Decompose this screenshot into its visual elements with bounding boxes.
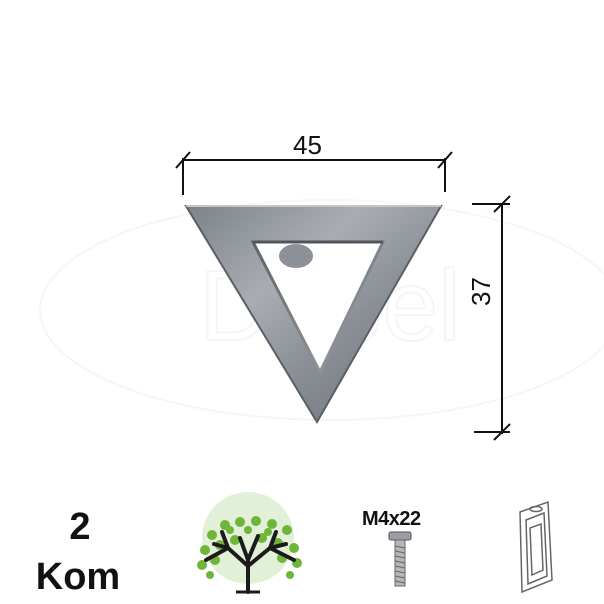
height-dimension (472, 195, 511, 441)
quantity-number: 2 (69, 506, 91, 548)
width-dimension (175, 151, 453, 195)
screw-icon (388, 531, 412, 587)
blister-package-icon (519, 500, 553, 594)
triangle-handle (184, 205, 443, 424)
tree-icon (197, 492, 302, 594)
quantity-unit: Kom (35, 556, 121, 598)
width-dimension-label: 45 (293, 130, 322, 160)
screw-size-label: M4x22 (362, 508, 421, 530)
height-dimension-label: 37 (466, 277, 496, 306)
